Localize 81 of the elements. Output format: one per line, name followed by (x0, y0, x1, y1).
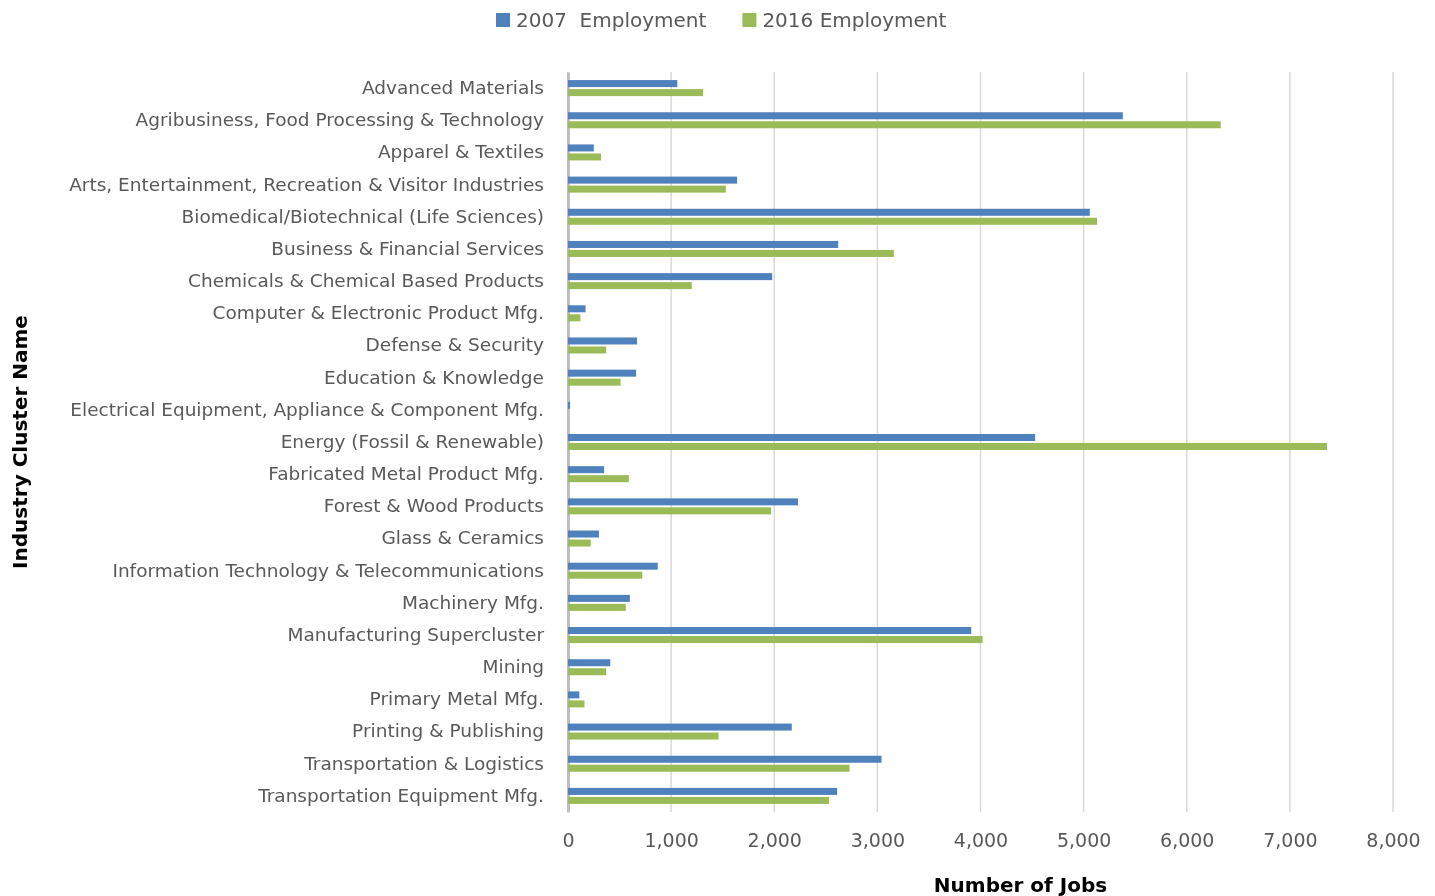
bar (568, 185, 726, 193)
bar (568, 208, 1090, 216)
bar (568, 144, 594, 152)
bar (568, 240, 839, 248)
y-tick-label: Advanced Materials (361, 77, 544, 99)
bar (568, 475, 629, 483)
y-tick-label: Electrical Equipment, Appliance & Component Mfg. (70, 398, 544, 420)
bar (568, 796, 829, 804)
bar (568, 755, 882, 763)
y-tick-label: Arts, Entertainment, Recreation & Visitor Industries (69, 173, 544, 195)
y-tick-label: Fabricated Metal Product Mfg. (268, 463, 544, 485)
bar (568, 112, 1123, 120)
bar (568, 700, 585, 708)
legend-label: 2007 Employment (516, 8, 707, 32)
y-tick-label: Primary Metal Mfg. (369, 688, 544, 710)
bar (568, 434, 1036, 441)
y-tick-label: Mining (482, 656, 544, 678)
bar (568, 668, 607, 676)
bar (568, 153, 601, 161)
y-tick-label: Agribusiness, Food Processing & Technology (135, 109, 545, 131)
x-tick-label: 2,000 (747, 829, 802, 852)
bar (568, 176, 738, 184)
bar (568, 282, 692, 290)
y-tick-label: Apparel & Textiles (377, 141, 544, 163)
y-tick-label: Printing & Publishing (352, 720, 544, 742)
bar (568, 691, 580, 699)
bar (568, 369, 637, 377)
y-tick-label: Business & Financial Services (271, 237, 544, 259)
bar (568, 401, 571, 409)
y-tick-label: Computer & Electronic Product Mfg. (212, 302, 544, 324)
bar (568, 659, 611, 667)
y-tick-label: Energy (Fossil & Renewable) (280, 430, 544, 452)
bar (568, 594, 630, 602)
x-tick-label: 8,000 (1366, 829, 1421, 852)
x-tick-label: 4,000 (953, 829, 1009, 852)
y-tick-label: Education & Knowledge (324, 366, 544, 388)
bar (568, 723, 792, 731)
bar (568, 498, 798, 506)
bar (568, 378, 621, 386)
bar (568, 80, 678, 88)
bar (568, 787, 838, 795)
bar (568, 273, 773, 281)
y-tick-label: Defense & Security (365, 334, 545, 356)
y-tick-label: Biomedical/Biotechnical (Life Sciences) (181, 205, 544, 227)
x-tick-label: 1,000 (644, 829, 699, 852)
y-tick-label: Information Technology & Telecommunications (112, 559, 544, 581)
x-axis-title: Number of Jobs (933, 873, 1108, 896)
legend-label: 2016 Employment (762, 8, 947, 32)
y-tick-label: Transportation & Logistics (303, 752, 544, 774)
x-tick-label: 6,000 (1160, 829, 1215, 852)
y-tick-label: Glass & Ceramics (381, 527, 544, 549)
bar (568, 249, 894, 257)
bar (568, 636, 983, 644)
bar (568, 443, 1327, 450)
x-tick-label: 3,000 (850, 829, 906, 852)
bar (568, 466, 605, 474)
x-tick-label: 0 (562, 829, 575, 852)
bar (568, 507, 772, 515)
bar (568, 314, 581, 322)
y-tick-label: Forest & Wood Products (323, 495, 544, 517)
y-tick-label: Transportation Equipment Mfg. (257, 784, 544, 806)
y-tick-label: Machinery Mfg. (402, 591, 544, 613)
bar (568, 121, 1221, 129)
bar (568, 337, 638, 345)
bar (568, 217, 1098, 225)
x-tick-label: 5,000 (1056, 829, 1112, 852)
y-axis-title: Industry Cluster Name (8, 315, 32, 569)
bar (568, 627, 972, 635)
bar (568, 732, 719, 740)
bar (568, 764, 850, 772)
y-tick-label: Manufacturing Supercluster (287, 623, 545, 645)
y-tick-label: Chemicals & Chemical Based Products (188, 270, 544, 292)
bar (568, 530, 599, 538)
bar (568, 346, 607, 354)
bar (568, 562, 658, 570)
bar (568, 305, 586, 313)
bar (568, 603, 626, 611)
bar (568, 571, 643, 579)
bar (568, 539, 591, 547)
bar (568, 89, 704, 97)
x-tick-label: 7,000 (1263, 829, 1318, 852)
